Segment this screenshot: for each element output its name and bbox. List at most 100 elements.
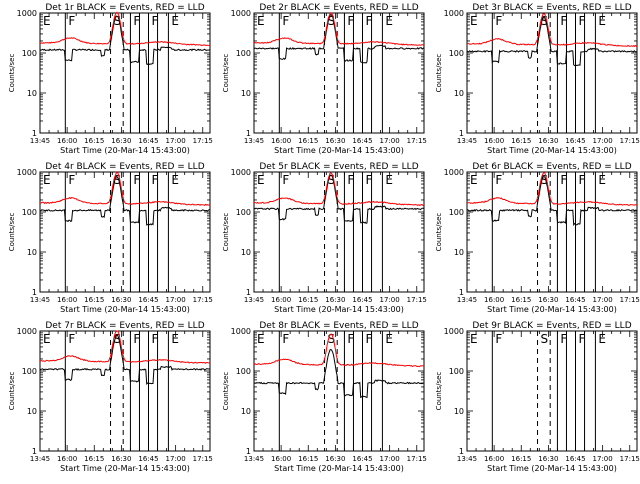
event-marker-label: S xyxy=(541,14,549,28)
y-tick-label: 1 xyxy=(459,447,464,456)
event-marker-label: E xyxy=(257,14,265,28)
lld-series-line xyxy=(253,172,425,207)
x-tick-label: 13:45 xyxy=(457,296,477,304)
x-tick-label: 17:00 xyxy=(593,296,613,304)
event-marker-label: F xyxy=(579,332,586,346)
event-marker-label: F xyxy=(282,332,289,346)
event-marker-label: F xyxy=(347,173,354,187)
y-tick-label: 100 xyxy=(236,208,251,217)
x-tick-label: 13:45 xyxy=(30,137,50,145)
y-tick-label: 1000 xyxy=(231,9,251,18)
x-tick-label: 16:15 xyxy=(298,455,318,463)
event-marker-label: E xyxy=(43,332,51,346)
x-tick-label: 17:15 xyxy=(407,137,427,145)
x-tick-label: 16:15 xyxy=(84,455,104,463)
lld-series-line xyxy=(466,171,638,206)
x-tick-label: 16:45 xyxy=(352,296,372,304)
x-tick-label: 13:45 xyxy=(30,296,50,304)
event-marker-label: E xyxy=(598,14,606,28)
event-marker-label: F xyxy=(560,332,567,346)
event-marker-label: F xyxy=(366,332,373,346)
panel-title: Det 3r BLACK = Events, RED = LLD xyxy=(472,3,631,13)
event-marker-label: F xyxy=(495,173,502,187)
event-marker-label: E xyxy=(598,332,606,346)
x-tick-label: 13:45 xyxy=(30,455,50,463)
events-series-line xyxy=(39,15,211,66)
y-tick-label: 100 xyxy=(236,367,251,376)
y-tick-label: 10 xyxy=(454,248,464,257)
detector-panel-5: Det 5r BLACK = Events, RED = LLD 1 10 100 10… xyxy=(222,162,427,314)
event-marker-label: F xyxy=(133,14,140,28)
x-axis-label: Start Time (20-Mar-14 15:43:00) xyxy=(274,146,404,155)
x-tick-label: 16:45 xyxy=(352,137,372,145)
x-tick-label: 16:00 xyxy=(484,296,504,304)
x-tick-label: 16:45 xyxy=(138,137,158,145)
panel-title: Det 9r BLACK = Events, RED = LLD xyxy=(472,321,631,331)
y-axis-label: Counts/sec xyxy=(8,54,16,93)
x-tick-label: 16:30 xyxy=(325,137,345,145)
x-tick-label: 16:45 xyxy=(138,296,158,304)
x-axis-label: Start Time (20-Mar-14 15:43:00) xyxy=(60,464,190,473)
x-tick-label: 16:00 xyxy=(271,137,291,145)
x-tick-label: 16:45 xyxy=(565,137,585,145)
y-tick-label: 10 xyxy=(241,248,251,257)
events-series-line xyxy=(253,174,425,225)
lld-series-line xyxy=(39,11,211,46)
panel-title: Det 8r BLACK = Events, RED = LLD xyxy=(259,321,418,331)
y-axis-label: Counts/sec xyxy=(435,213,443,252)
x-tick-label: 16:45 xyxy=(565,455,585,463)
event-marker-label: F xyxy=(133,332,140,346)
y-tick-label: 100 xyxy=(449,208,464,217)
y-tick-label: 100 xyxy=(22,49,37,58)
x-axis-label: Start Time (20-Mar-14 15:43:00) xyxy=(274,464,404,473)
x-tick-label: 13:45 xyxy=(457,137,477,145)
event-marker-label: E xyxy=(598,173,606,187)
y-tick-label: 1000 xyxy=(17,9,37,18)
y-tick-label: 10 xyxy=(27,248,37,257)
event-marker-label: F xyxy=(68,14,75,28)
x-axis-label: Start Time (20-Mar-14 15:43:00) xyxy=(60,146,190,155)
y-tick-label: 10 xyxy=(454,89,464,98)
x-tick-label: 16:30 xyxy=(538,296,558,304)
y-tick-label: 100 xyxy=(22,367,37,376)
y-axis-label: Counts/sec xyxy=(8,372,16,411)
panel-title: Det 1r BLACK = Events, RED = LLD xyxy=(45,3,204,13)
lld-series-line xyxy=(466,13,638,48)
x-tick-label: 17:15 xyxy=(620,296,640,304)
x-tick-label: 16:30 xyxy=(325,296,345,304)
event-marker-label: S xyxy=(541,173,549,187)
y-tick-label: 1 xyxy=(459,129,464,138)
events-series-line xyxy=(39,175,211,226)
detector-panel-6: Det 6r BLACK = Events, RED = LLD 1 10 100 10… xyxy=(435,162,640,314)
event-marker-label: E xyxy=(257,332,265,346)
x-tick-label: 16:15 xyxy=(298,137,318,145)
event-marker-label: E xyxy=(257,173,265,187)
x-tick-label: 16:30 xyxy=(111,296,131,304)
x-tick-label: 17:15 xyxy=(193,296,213,304)
x-tick-label: 16:45 xyxy=(565,296,585,304)
y-tick-label: 100 xyxy=(236,49,251,58)
y-axis-label: Counts/sec xyxy=(222,372,230,411)
y-tick-label: 1 xyxy=(32,447,37,456)
x-tick-label: 16:30 xyxy=(111,137,131,145)
event-marker-label: F xyxy=(560,14,567,28)
event-marker-label: F xyxy=(366,173,373,187)
event-marker-label: F xyxy=(579,173,586,187)
y-tick-label: 1000 xyxy=(231,168,251,177)
x-tick-label: 16:30 xyxy=(538,137,558,145)
y-tick-label: 1000 xyxy=(444,168,464,177)
x-tick-label: 16:30 xyxy=(111,455,131,463)
y-tick-label: 1000 xyxy=(231,327,251,336)
y-axis-label: Counts/sec xyxy=(222,213,230,252)
event-marker-label: E xyxy=(385,14,393,28)
x-tick-label: 17:00 xyxy=(166,296,186,304)
y-tick-label: 10 xyxy=(454,407,464,416)
event-marker-label: F xyxy=(347,14,354,28)
x-tick-label: 17:00 xyxy=(166,137,186,145)
y-tick-label: 10 xyxy=(27,407,37,416)
detector-panel-3: Det 3r BLACK = Events, RED = LLD 1 10 100 10… xyxy=(435,3,640,155)
x-axis-label: Start Time (20-Mar-14 15:43:00) xyxy=(487,305,617,314)
y-tick-label: 1 xyxy=(32,288,37,297)
lld-series-line xyxy=(253,12,425,46)
